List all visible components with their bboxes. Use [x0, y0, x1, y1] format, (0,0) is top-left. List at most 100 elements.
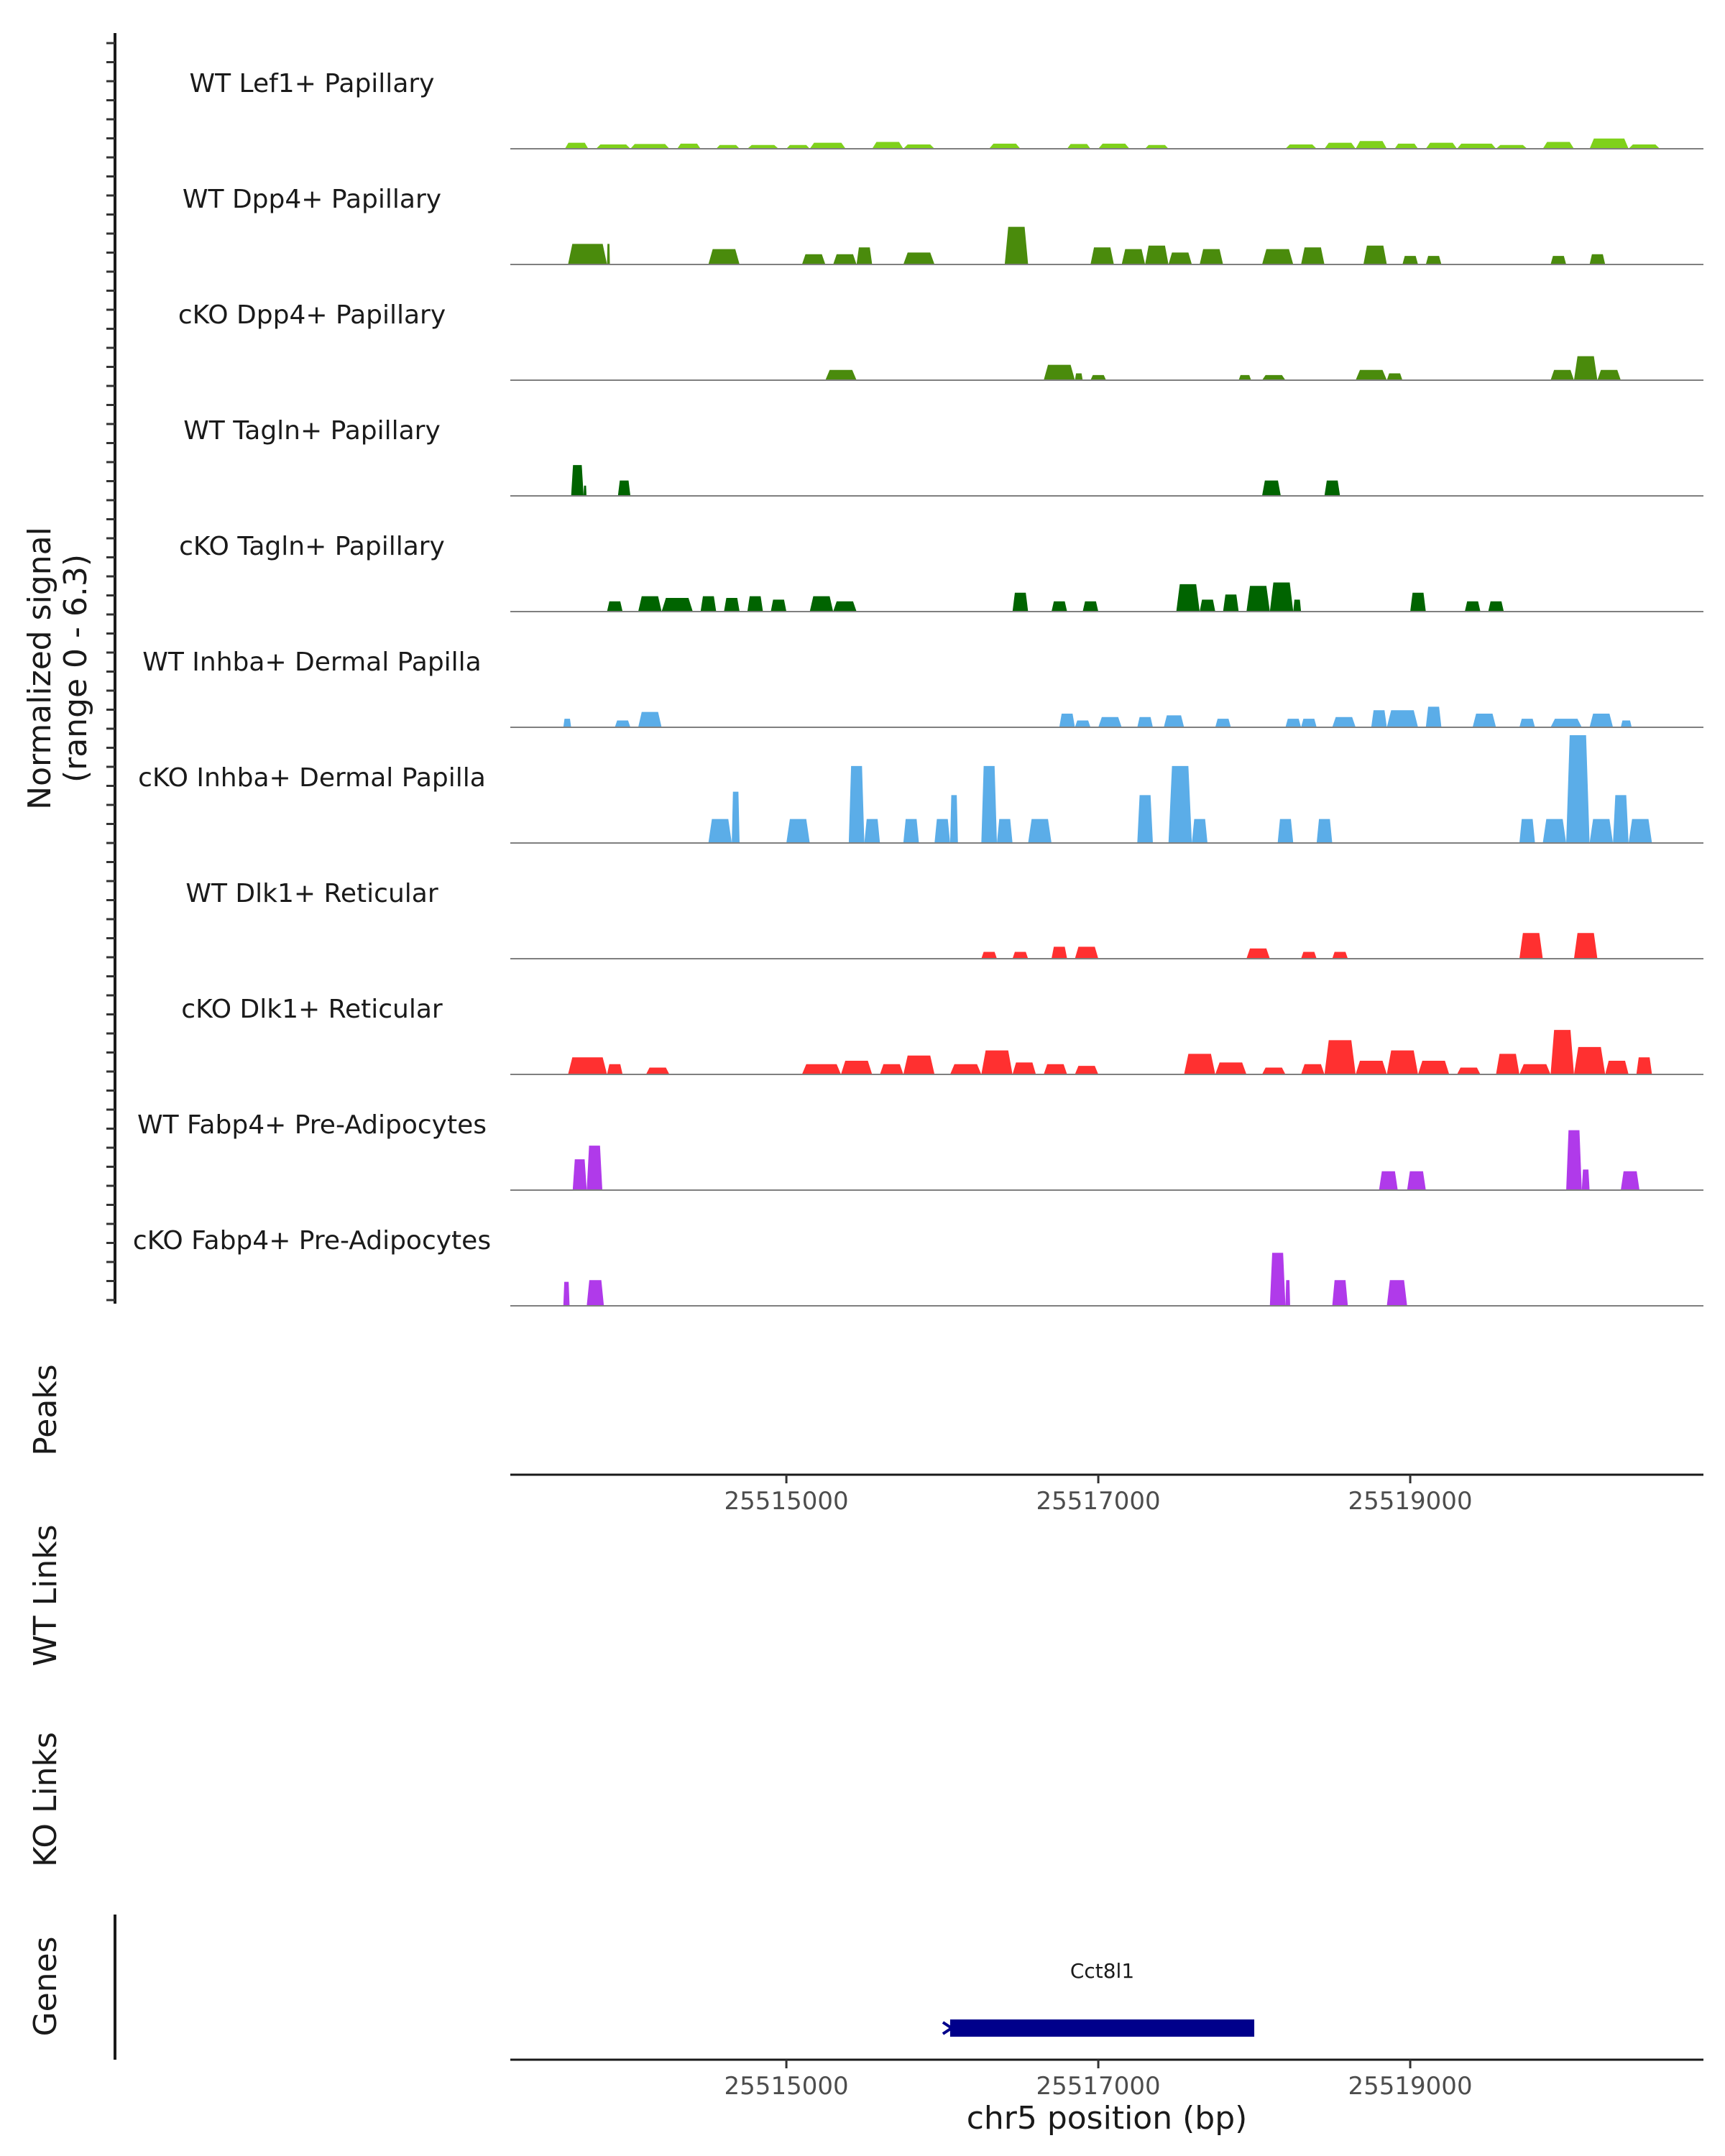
signal-area	[1261, 374, 1286, 380]
signal-area	[638, 596, 662, 612]
signal-area	[638, 711, 662, 727]
signal-area	[1145, 144, 1169, 149]
signal-area	[1589, 254, 1606, 264]
signal-area	[630, 144, 670, 149]
wt-links-label-group: WT Links	[27, 1524, 64, 1666]
signal-area	[563, 719, 571, 727]
signal-area	[1098, 717, 1122, 727]
gene-label: Cct8l1	[1070, 1959, 1134, 1983]
signal-area	[1542, 819, 1567, 843]
signal-area	[1519, 719, 1535, 727]
signal-area	[607, 601, 623, 612]
coverage-tracks: WT Lef1+ Papillary WT Dpp4+ Papillary cKO …	[133, 69, 1703, 1307]
signal-area	[1332, 717, 1356, 727]
signal-area	[1407, 1171, 1426, 1190]
signal-y-range-label: (range 0 - 6.3)	[58, 554, 94, 783]
signal-area	[949, 795, 958, 843]
signal-area	[903, 144, 935, 149]
signal-area	[1519, 1064, 1551, 1074]
signal-area	[1496, 1054, 1519, 1074]
signal-area	[1004, 226, 1029, 264]
signal-area	[1589, 713, 1614, 727]
signal-area	[607, 1064, 623, 1074]
ko-links-label-group: KO Links	[27, 1732, 64, 1867]
signal-area	[1488, 601, 1504, 612]
signal-area	[568, 1057, 607, 1074]
signal-area	[708, 249, 740, 264]
x-tick-label: 25519000	[1348, 1487, 1473, 1516]
signal-area	[872, 142, 903, 149]
signal-area	[1184, 1054, 1215, 1074]
signal-area	[1012, 1062, 1036, 1074]
signal-y-ticks	[106, 42, 115, 1302]
signal-area	[809, 596, 834, 612]
signal-area	[617, 480, 631, 496]
signal-area	[1324, 142, 1356, 149]
signal-area	[596, 144, 631, 149]
signal-area	[1246, 948, 1270, 959]
signal-area	[1137, 717, 1154, 727]
signal-area	[786, 144, 810, 149]
signal-area	[1164, 715, 1184, 727]
signal-area	[1090, 374, 1106, 380]
track-label: WT Dpp4+ Papillary	[183, 185, 441, 214]
signal-area	[1620, 1171, 1640, 1190]
signal-area	[1176, 584, 1200, 612]
signal-area	[732, 791, 740, 843]
signal-area	[903, 819, 919, 843]
signal-area	[1285, 719, 1302, 727]
signal-area	[989, 143, 1021, 149]
signal-area	[1301, 247, 1325, 264]
signal-area	[1589, 819, 1614, 843]
signal-area	[1269, 1253, 1286, 1306]
gene-model: Cct8l1	[942, 1959, 1255, 2037]
signal-area	[1425, 706, 1442, 727]
signal-area	[903, 1055, 935, 1074]
signal-area	[1519, 933, 1543, 959]
signal-area	[571, 465, 584, 496]
signal-area	[1628, 144, 1660, 149]
gene-body	[949, 2019, 1255, 2037]
coverage-track: WT Tagln+ Papillary	[183, 416, 1703, 497]
genes-label-group: Genes	[27, 1936, 64, 2036]
track-label: WT Inhba+ Dermal Papilla	[142, 648, 481, 677]
signal-area	[1324, 1040, 1356, 1074]
coverage-track: WT Dlk1+ Reticular	[185, 879, 1703, 959]
signal-area	[786, 819, 810, 843]
signal-area	[1386, 1050, 1418, 1074]
signal-area	[1051, 601, 1067, 612]
signal-area	[903, 252, 935, 264]
track-label: WT Fabp4+ Pre-Adipocytes	[137, 1110, 487, 1140]
signal-area	[1238, 374, 1251, 380]
coverage-track: cKO Tagln+ Papillary	[179, 532, 1703, 612]
signal-area	[833, 601, 857, 612]
signal-area	[1075, 1066, 1099, 1074]
signal-area	[1200, 599, 1215, 612]
signal-area	[1620, 720, 1632, 727]
signal-area	[997, 819, 1013, 843]
coverage-track: cKO Dlk1+ Reticular	[181, 995, 1703, 1075]
signal-area	[1145, 245, 1169, 264]
signal-area	[1121, 249, 1146, 264]
signal-y-title: Normalized signal	[22, 527, 58, 810]
signal-area	[1215, 719, 1231, 727]
signal-area	[981, 1050, 1013, 1074]
x-tick-label: 25515000	[724, 1487, 849, 1516]
track-label: cKO Inhba+ Dermal Papilla	[138, 763, 486, 793]
signal-area	[1363, 245, 1387, 264]
signal-area	[1215, 1062, 1247, 1074]
peaks-panel-label: Peaks	[27, 1364, 64, 1455]
signal-area	[833, 254, 857, 264]
ko-links-panel-label: KO Links	[27, 1732, 64, 1867]
signal-area	[1573, 933, 1598, 959]
signal-area	[583, 485, 586, 496]
coverage-track: WT Fabp4+ Pre-Adipocytes	[137, 1110, 1703, 1191]
signal-area	[1090, 247, 1114, 264]
signal-area	[1075, 720, 1091, 727]
signal-area	[1301, 1064, 1325, 1074]
signal-area	[724, 597, 740, 612]
signal-area	[1636, 1057, 1652, 1074]
signal-area	[1028, 819, 1052, 843]
signal-area	[1301, 719, 1317, 727]
